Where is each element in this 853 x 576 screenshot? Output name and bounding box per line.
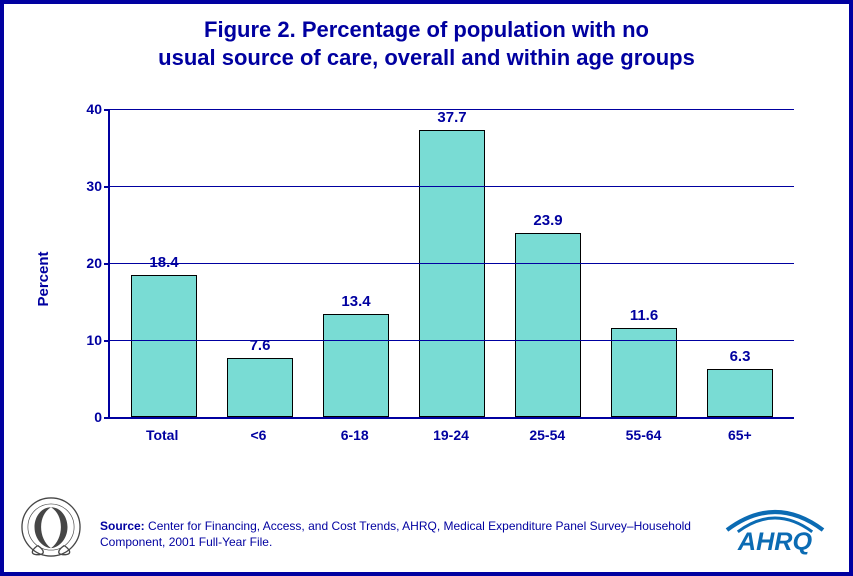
gridline <box>110 109 794 110</box>
x-axis-category: 55-64 <box>595 421 691 449</box>
bar <box>515 233 580 417</box>
ytick-label: 10 <box>86 332 110 348</box>
source-note: Source: Center for Financing, Access, an… <box>84 519 715 550</box>
x-axis-category: 6-18 <box>307 421 403 449</box>
ahrq-logo-icon: AHRQ <box>715 497 835 557</box>
bar <box>611 328 676 417</box>
bar-value-label: 11.6 <box>630 307 658 324</box>
figure-footer: Source: Center for Financing, Access, an… <box>18 492 835 562</box>
gridline <box>110 263 794 264</box>
bar-value-label: 13.4 <box>341 293 370 310</box>
title-line-1: Figure 2. Percentage of population with … <box>204 17 649 42</box>
bar <box>227 358 292 417</box>
ahrq-logo-text: AHRQ <box>737 528 813 556</box>
bar <box>419 130 484 417</box>
y-axis-label: Percent <box>35 251 52 306</box>
title-line-2: usual source of care, overall and within… <box>158 45 695 70</box>
ytick-label: 20 <box>86 255 110 271</box>
bar-value-label: 6.3 <box>730 348 751 365</box>
bar-value-label: 23.9 <box>533 212 562 229</box>
x-axis-category: 65+ <box>692 421 788 449</box>
bar <box>131 275 196 417</box>
bar <box>323 314 388 417</box>
x-axis-category: Total <box>114 421 210 449</box>
chart-area: Percent 18.47.613.437.723.911.66.3 01020… <box>64 109 804 449</box>
x-axis-category: 19-24 <box>403 421 499 449</box>
x-axis-category: <6 <box>210 421 306 449</box>
bar <box>707 369 772 418</box>
ytick-label: 40 <box>86 101 110 117</box>
plot-region: 18.47.613.437.723.911.66.3 010203040 <box>108 109 794 419</box>
gridline <box>110 340 794 341</box>
gridline <box>110 186 794 187</box>
x-axis-labels: Total<66-1819-2425-5455-6465+ <box>108 421 794 449</box>
hhs-seal-icon <box>18 494 84 560</box>
ytick-label: 30 <box>86 178 110 194</box>
figure-title: Figure 2. Percentage of population with … <box>4 4 849 71</box>
source-text: Center for Financing, Access, and Cost T… <box>100 519 691 549</box>
bar-value-label: 37.7 <box>437 109 466 126</box>
figure-frame: Figure 2. Percentage of population with … <box>0 0 853 576</box>
source-label: Source: <box>100 519 145 533</box>
x-axis-category: 25-54 <box>499 421 595 449</box>
